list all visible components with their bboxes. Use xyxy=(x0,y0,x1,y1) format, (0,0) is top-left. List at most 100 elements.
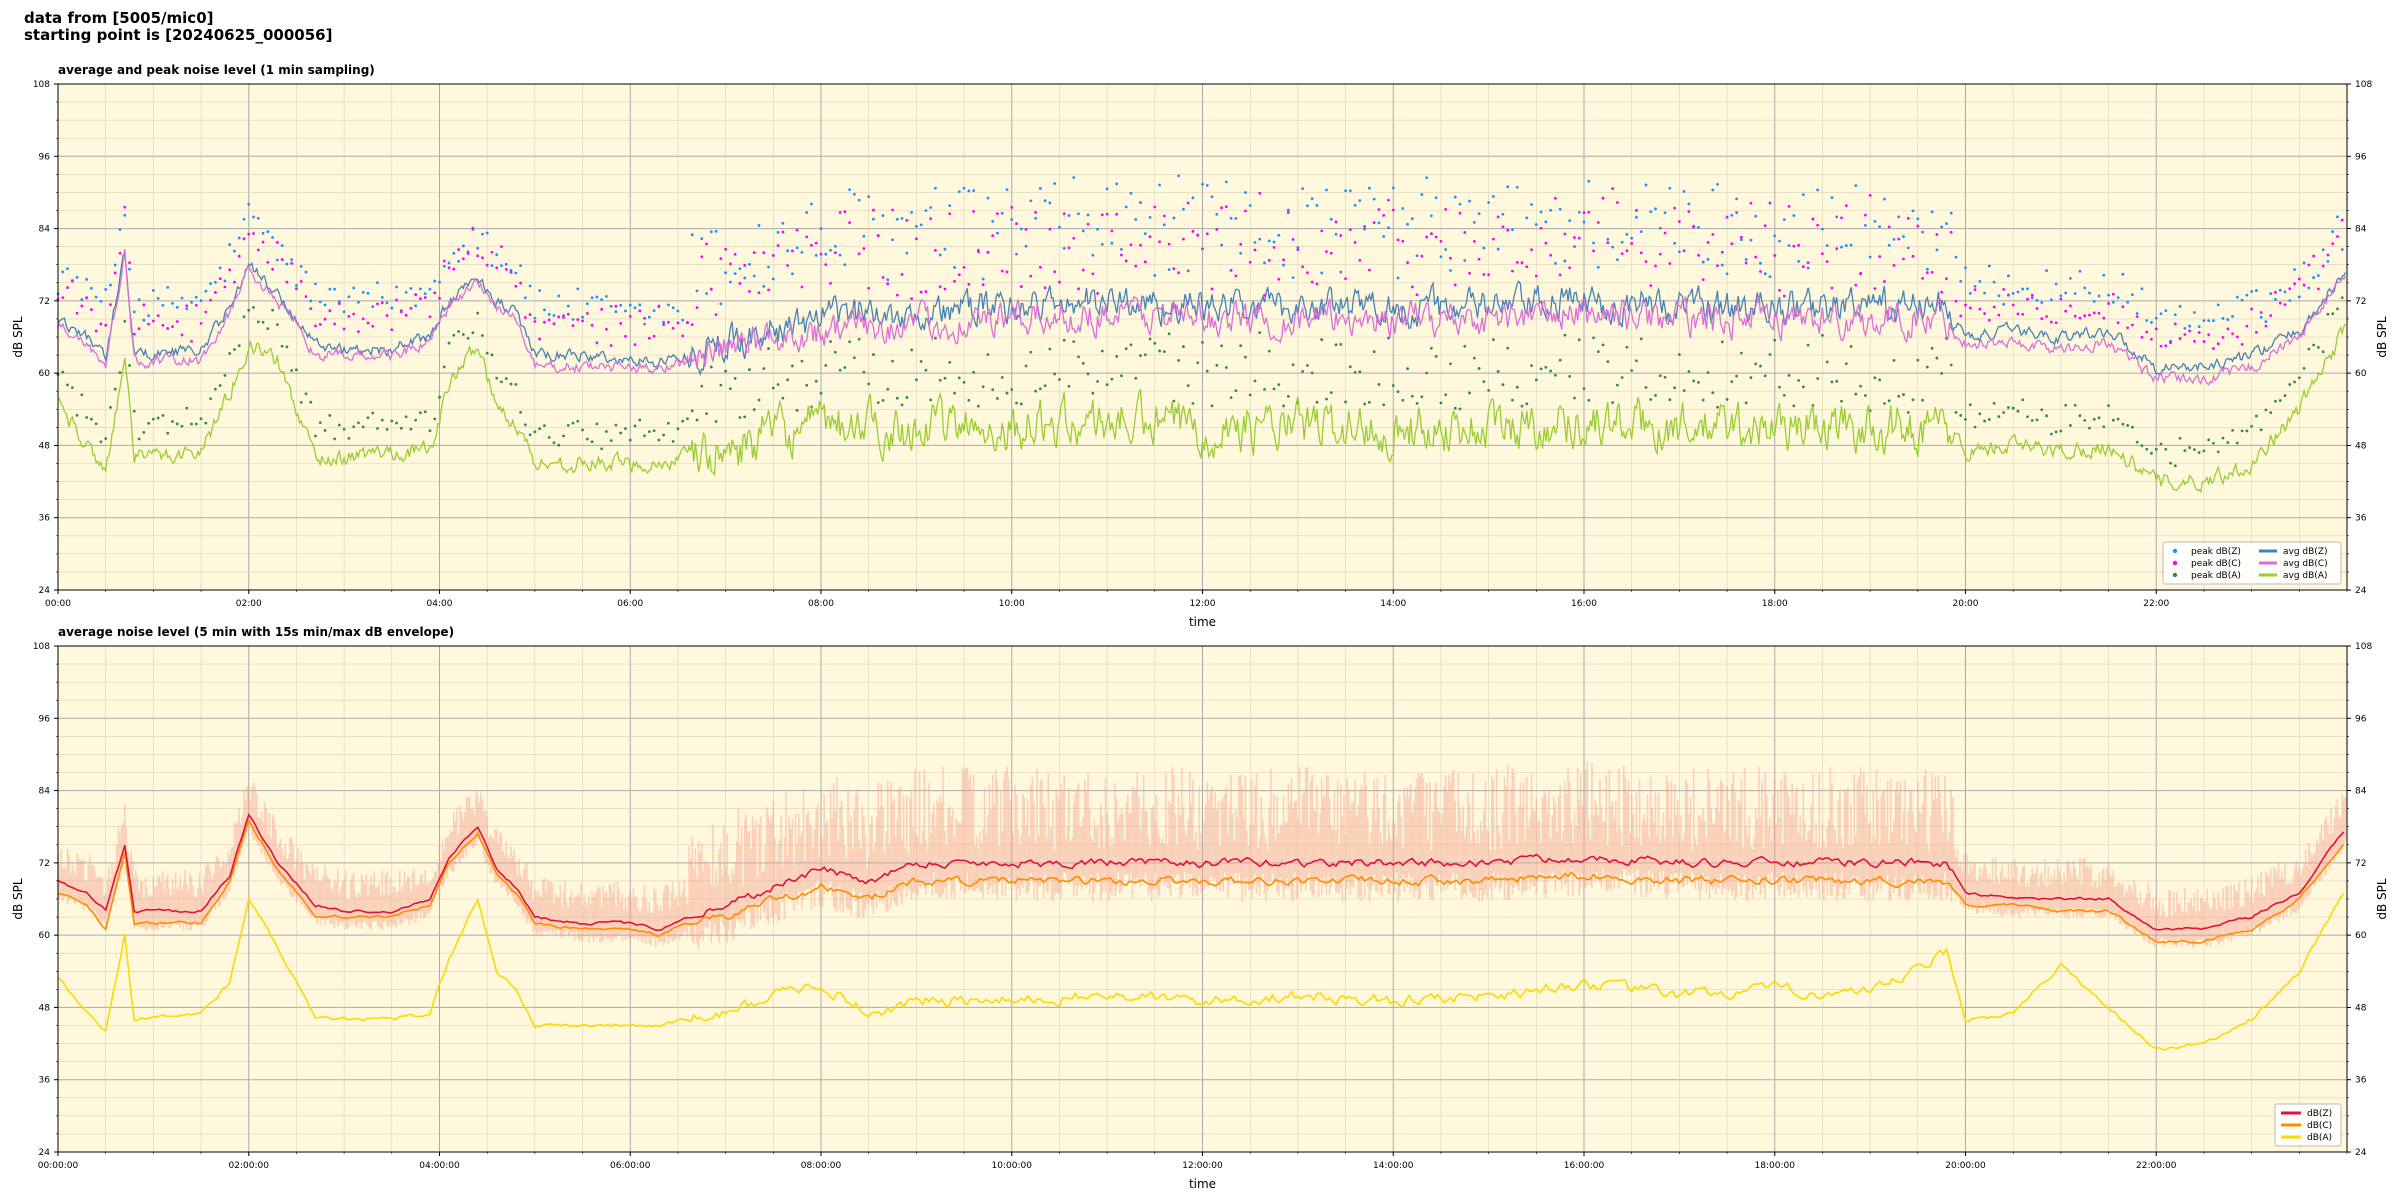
peak-point xyxy=(857,198,861,202)
peak-point xyxy=(1964,303,1967,307)
peak-point xyxy=(1463,344,1467,348)
peak-point xyxy=(1434,196,1438,200)
peak-point xyxy=(547,312,551,316)
peak-point xyxy=(929,217,933,221)
peak-point xyxy=(2283,394,2287,397)
peak-point xyxy=(948,212,952,216)
peak-point xyxy=(1844,244,1848,247)
peak-point xyxy=(2202,449,2206,453)
peak-point xyxy=(748,368,751,371)
peak-point xyxy=(2193,311,2196,314)
peak-point xyxy=(380,418,384,422)
peak-point xyxy=(1344,400,1347,404)
peak-point xyxy=(533,316,537,320)
peak-point xyxy=(714,313,718,317)
peak-point xyxy=(2092,311,2096,315)
peak-point xyxy=(366,416,370,420)
peak-point xyxy=(1449,362,1452,366)
peak-point xyxy=(1630,242,1634,245)
peak-point xyxy=(2269,314,2273,317)
peak-point xyxy=(1568,266,1572,270)
peak-point xyxy=(1186,384,1190,388)
peak-point xyxy=(2150,321,2153,324)
peak-point xyxy=(280,344,284,348)
peak-point xyxy=(333,287,336,291)
peak-point xyxy=(581,319,584,323)
y-tick-label-right: 60 xyxy=(2355,931,2367,941)
peak-point xyxy=(1821,227,1824,231)
peak-point xyxy=(2240,298,2244,302)
peak-point xyxy=(733,376,737,380)
peak-point xyxy=(2173,313,2177,317)
peak-point xyxy=(1143,353,1147,357)
peak-point xyxy=(1687,370,1691,373)
peak-point xyxy=(848,188,852,192)
peak-point xyxy=(309,307,313,310)
peak-point xyxy=(2297,376,2301,380)
peak-point xyxy=(767,347,770,350)
peak-point xyxy=(1162,350,1166,354)
peak-point xyxy=(290,258,294,262)
peak-point xyxy=(2202,319,2206,322)
peak-point xyxy=(662,433,666,437)
peak-point xyxy=(218,266,222,270)
peak-point xyxy=(428,315,432,319)
peak-point xyxy=(128,364,131,367)
peak-point xyxy=(1420,254,1424,258)
peak-point xyxy=(1267,258,1271,262)
peak-point xyxy=(1582,387,1586,391)
peak-point xyxy=(1167,268,1171,272)
peak-point xyxy=(485,351,489,355)
peak-point xyxy=(700,255,704,259)
peak-point xyxy=(1821,252,1824,256)
peak-point xyxy=(66,383,69,387)
peak-point xyxy=(657,304,661,308)
peak-point xyxy=(2197,325,2201,329)
peak-point xyxy=(1430,346,1433,350)
peak-point xyxy=(1906,216,1910,220)
peak-point xyxy=(1182,237,1185,241)
peak-point xyxy=(991,219,995,223)
peak-point xyxy=(600,447,604,451)
peak-point xyxy=(1863,213,1867,217)
peak-point xyxy=(1897,215,1901,219)
peak-point xyxy=(814,253,818,257)
legend-marker xyxy=(2172,572,2178,578)
legend-label: dB(C) xyxy=(2307,1121,2332,1131)
peak-point xyxy=(1539,226,1543,230)
peak-point xyxy=(1077,355,1080,359)
peak-point xyxy=(2116,296,2120,300)
peak-point xyxy=(237,254,241,258)
peak-point xyxy=(1816,223,1820,227)
peak-point xyxy=(838,368,842,372)
peak-point xyxy=(500,264,503,268)
peak-point xyxy=(190,422,193,426)
peak-point xyxy=(1716,182,1719,186)
peak-point xyxy=(566,304,570,308)
peak-point xyxy=(2293,282,2296,286)
peak-point xyxy=(113,271,117,275)
peak-point xyxy=(1377,383,1381,386)
peak-point xyxy=(695,418,699,422)
peak-point xyxy=(1282,258,1285,262)
peak-point xyxy=(2183,326,2187,330)
peak-point xyxy=(485,263,489,267)
peak-point xyxy=(1730,242,1734,246)
peak-point xyxy=(1430,214,1433,218)
peak-point xyxy=(786,378,790,382)
peak-point xyxy=(156,314,160,318)
peak-point xyxy=(342,427,346,431)
peak-point xyxy=(180,333,184,337)
peak-point xyxy=(1687,202,1691,206)
peak-point xyxy=(767,265,770,269)
y-tick-label: 96 xyxy=(39,714,51,724)
peak-point xyxy=(1186,269,1190,273)
peak-point xyxy=(2321,248,2325,252)
peak-point xyxy=(342,327,346,331)
peak-point xyxy=(881,399,885,402)
peak-point xyxy=(2178,337,2182,340)
peak-point xyxy=(1220,243,1223,247)
peak-point xyxy=(1925,267,1929,271)
peak-point xyxy=(1630,236,1634,240)
